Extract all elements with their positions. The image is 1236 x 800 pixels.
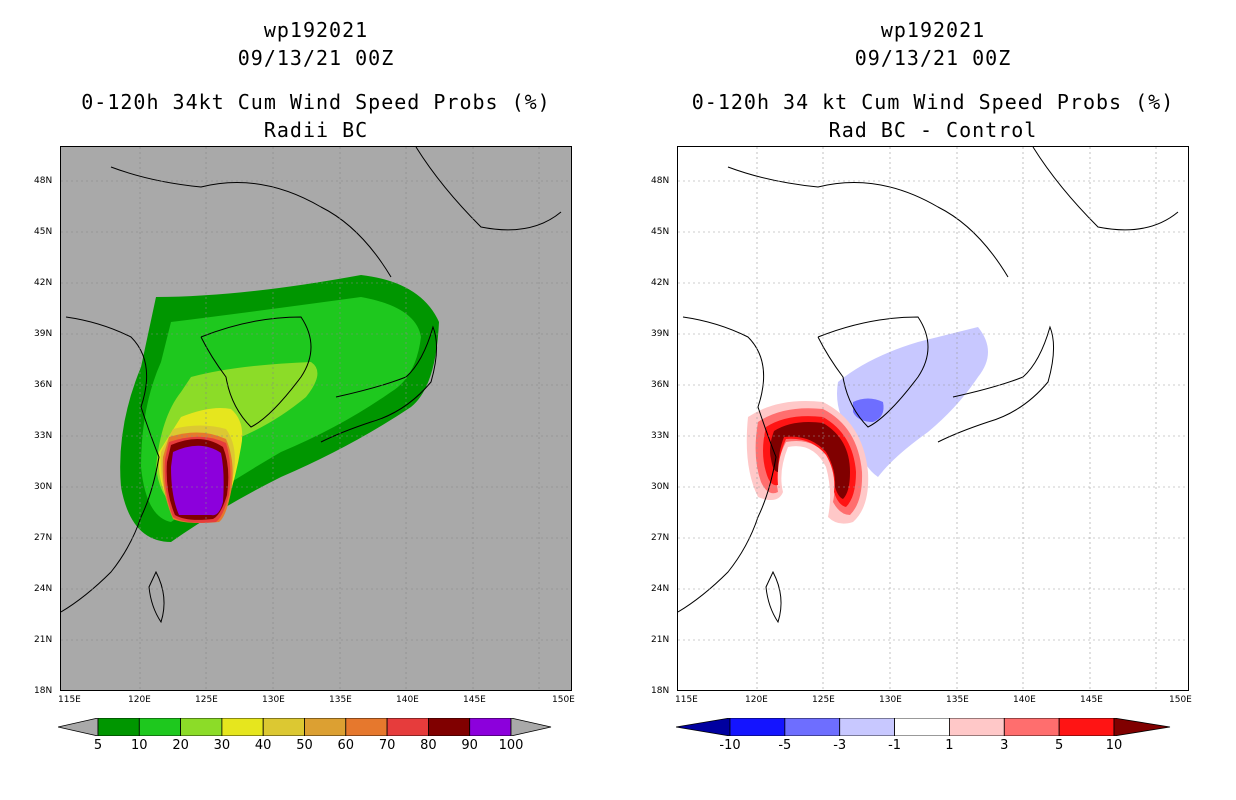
left-colorbar-label: 50	[296, 738, 313, 753]
right-lat-33: 33N	[651, 431, 670, 441]
left-colorbar-cell	[138, 718, 182, 736]
right-lon-130: 130E	[879, 695, 902, 705]
right-lat-18: 18N	[651, 686, 670, 696]
right-lon-125: 125E	[812, 695, 835, 705]
left-lat-24: 24N	[34, 584, 53, 594]
left-colorbar-cell	[180, 718, 223, 736]
right-lat-24: 24N	[651, 584, 670, 594]
right-lon-140: 140E	[1013, 695, 1036, 705]
right-lat-21: 21N	[651, 635, 670, 645]
right-colorbar-cell	[1058, 718, 1115, 736]
left-lon-140: 140E	[396, 695, 419, 705]
left-colorbar-label: 30	[213, 738, 231, 753]
left-colorbar-label: 40	[254, 738, 272, 753]
left-colorbar-cell	[304, 718, 347, 736]
right-storm-id: wp192021	[880, 18, 986, 42]
left-lat-18: 18N	[34, 686, 53, 696]
right-lat-30: 30N	[651, 482, 670, 492]
right-grid	[678, 147, 1188, 690]
right-map	[677, 146, 1189, 691]
right-colorbar-cell	[894, 718, 950, 736]
left-lon-145: 145E	[463, 695, 486, 705]
left-title: 0-120h 34kt Cum Wind Speed Probs (%)	[81, 90, 551, 114]
left-colorbar-label: 10	[131, 738, 148, 753]
left-lat-33: 33N	[34, 431, 53, 441]
diff-contour-neg3	[853, 398, 884, 422]
left-colorbar-label: 20	[172, 738, 189, 753]
right-colorbar-label: 5	[1055, 738, 1064, 753]
left-coastlines	[61, 147, 562, 624]
right-colorbar-cell	[949, 718, 1005, 736]
left-lat-42: 42N	[34, 278, 53, 288]
right-lon-145: 145E	[1080, 695, 1103, 705]
right-colorbar-extend-low	[676, 718, 731, 736]
left-lon-120: 120E	[128, 695, 151, 705]
left-colorbar-label: 100	[498, 738, 524, 753]
right-colorbar-label: 10	[1105, 738, 1123, 753]
left-lon-115: 115E	[58, 695, 81, 705]
left-colorbar-cell	[97, 718, 140, 736]
right-datetime: 09/13/21 00Z	[854, 46, 1012, 70]
left-lon-130: 130E	[262, 695, 285, 705]
right-lat-48: 48N	[651, 176, 670, 186]
right-lat-39: 39N	[651, 329, 670, 339]
left-lon-135: 135E	[329, 695, 352, 705]
left-map	[60, 146, 572, 691]
left-colorbar-extend-low	[58, 718, 99, 736]
left-datetime: 09/13/21 00Z	[237, 46, 395, 70]
right-lon-135: 135E	[946, 695, 969, 705]
right-lat-45: 45N	[651, 227, 670, 237]
right-lon-115: 115E	[675, 695, 698, 705]
left-lat-45: 45N	[34, 227, 53, 237]
left-colorbar-label: 60	[337, 738, 355, 753]
right-colorbar-cell	[784, 718, 841, 736]
left-lat-36: 36N	[34, 380, 53, 390]
left-colorbar-cell	[345, 718, 388, 736]
left-colorbar	[58, 718, 552, 736]
left-lat-21: 21N	[34, 635, 53, 645]
right-coastlines	[678, 147, 1179, 624]
right-lat-27: 27N	[651, 533, 670, 543]
right-subtitle: Rad BC - Control	[828, 118, 1038, 142]
right-colorbar-extend-high	[1113, 718, 1171, 736]
right-lon-120: 120E	[745, 695, 768, 705]
right-colorbar-cell	[729, 718, 786, 736]
right-colorbar-label: 3	[1000, 738, 1009, 753]
left-colorbar-cell	[386, 718, 429, 736]
right-colorbar-label: -10	[719, 738, 741, 753]
right-colorbar-cell	[839, 718, 895, 736]
left-colorbar-label: 80	[420, 738, 437, 753]
right-colorbar-label: 1	[945, 738, 954, 753]
left-colorbar-extend-high	[510, 718, 552, 736]
left-lat-27: 27N	[34, 533, 53, 543]
left-colorbar-label: 5	[93, 738, 103, 753]
prob-contour-100	[171, 445, 224, 516]
left-lat-48: 48N	[34, 176, 53, 186]
right-colorbar	[676, 718, 1171, 736]
right-title: 0-120h 34 kt Cum Wind Speed Probs (%)	[691, 90, 1175, 114]
left-grid	[61, 147, 571, 690]
diff-contour-pos10	[770, 422, 850, 499]
left-lat-39: 39N	[34, 329, 53, 339]
left-lat-30: 30N	[34, 482, 53, 492]
left-colorbar-cell	[221, 718, 264, 736]
right-colorbar-cell	[1003, 718, 1060, 736]
right-lon-150: 150E	[1169, 695, 1192, 705]
right-colorbar-label: -5	[778, 738, 792, 753]
right-lat-42: 42N	[651, 278, 670, 288]
left-subtitle: Radii BC	[263, 118, 369, 142]
left-colorbar-cell	[262, 718, 305, 736]
right-colorbar-label: -1	[888, 738, 902, 753]
left-colorbar-label: 90	[461, 738, 478, 753]
left-storm-id: wp192021	[263, 18, 369, 42]
left-lon-125: 125E	[195, 695, 218, 705]
diff-contour-neg1	[837, 327, 988, 477]
left-lon-150: 150E	[552, 695, 575, 705]
left-colorbar-cell	[427, 718, 471, 736]
left-colorbar-cell	[469, 718, 512, 736]
right-lat-36: 36N	[651, 380, 670, 390]
right-colorbar-label: -3	[833, 738, 847, 753]
left-colorbar-label: 70	[378, 738, 396, 753]
